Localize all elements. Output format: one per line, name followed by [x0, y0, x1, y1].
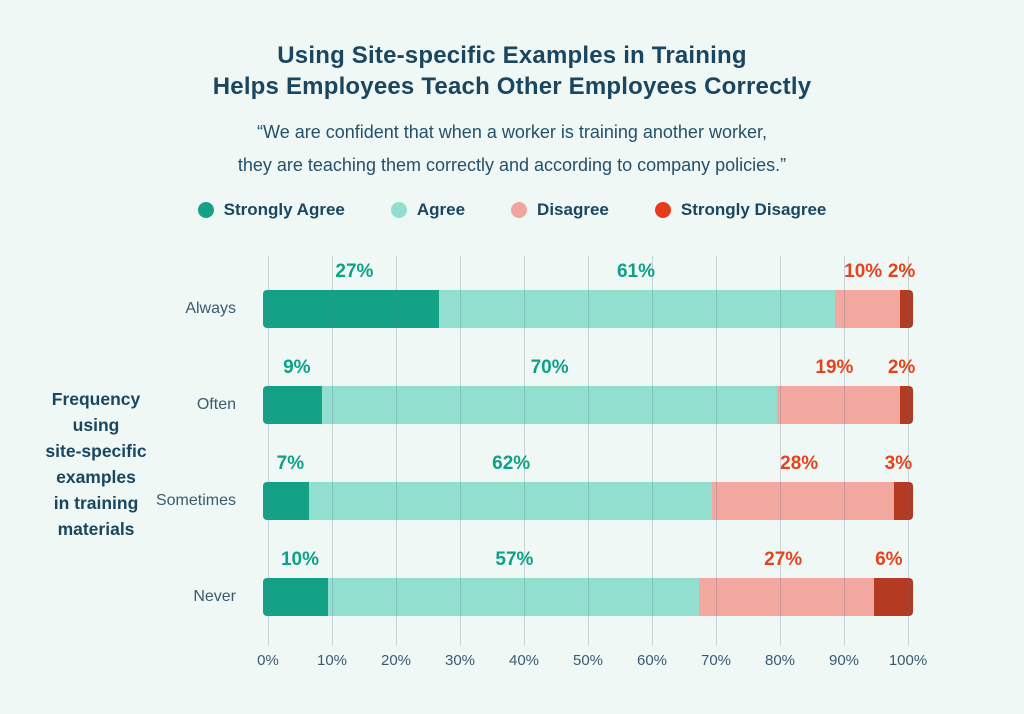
legend-item: Disagree [511, 200, 609, 220]
chart-quote: “We are confident that when a worker is … [0, 116, 1024, 182]
legend-dot-icon [654, 202, 671, 218]
legend-dot-icon [511, 202, 528, 218]
category-label: Often [196, 396, 236, 413]
legend-label: Agree [416, 200, 466, 219]
bar-segment [835, 290, 900, 328]
x-tick-label: 70% [700, 652, 732, 669]
percent-label: 10% [280, 549, 320, 570]
bar-segment [893, 482, 913, 520]
x-tick-label: 20% [380, 652, 412, 669]
bar-segment [263, 290, 439, 328]
bar-row [263, 578, 913, 616]
legend-dot-icon [197, 202, 214, 218]
percent-label: 27% [764, 549, 803, 570]
percent-label: 3% [884, 453, 913, 474]
percent-label: 19% [815, 357, 854, 378]
gridline [332, 256, 333, 646]
legend-label: Strongly Agree [223, 200, 345, 219]
x-tick-label: 0% [257, 652, 279, 669]
bar-segment [328, 578, 699, 616]
legend-dot-icon [390, 202, 407, 218]
gridline [908, 256, 909, 646]
bar-row [263, 386, 913, 424]
gridline [396, 256, 397, 646]
bar-segment [698, 578, 874, 616]
percent-label: 6% [875, 549, 903, 570]
legend-item: Strongly Disagree [654, 200, 827, 220]
percent-label: 61% [616, 261, 656, 282]
category-label: Never [193, 588, 236, 605]
bar-segment [711, 482, 894, 520]
x-tick-label: 80% [764, 652, 796, 669]
gridline [460, 256, 461, 646]
bar-row [263, 482, 913, 520]
legend-item: Agree [390, 200, 466, 220]
percent-label: 7% [276, 453, 305, 474]
gridline [652, 256, 653, 646]
y-axis-label-line: in training [53, 493, 139, 513]
bar-segment [776, 386, 900, 424]
y-axis-label-line: using [72, 415, 120, 435]
bar-segment [321, 386, 777, 424]
percent-label: 27% [335, 261, 374, 282]
bar-segment [263, 578, 328, 616]
chart-legend: Strongly Agree Agree Disagree Strongly Disa… [0, 200, 1024, 220]
chart-title: Using Site-specific Examples in Training… [0, 40, 1024, 102]
gridline [524, 256, 525, 646]
bar-segment [900, 290, 913, 328]
percent-label: 9% [283, 357, 311, 378]
bar-segment [263, 482, 309, 520]
x-tick-label: 60% [636, 652, 668, 669]
category-label: Sometimes [155, 492, 236, 509]
gridline [716, 256, 717, 646]
legend-label: Disagree [537, 200, 609, 219]
percent-label: 57% [495, 549, 534, 570]
percent-label: 2% [887, 357, 916, 378]
percent-label: 10% [844, 261, 883, 282]
x-tick-label: 30% [444, 652, 476, 669]
plot-area: 27% 61% 10% 2% 9% 70% 19% 2% 7% 62% 28% 3% 10% 57% 27%… [263, 256, 915, 646]
x-tick-label: 10% [316, 652, 348, 669]
x-axis: 0% 10% 20% 30% 40% 50% 60% 70% 80% 90% 100% [257, 652, 927, 674]
gridline [780, 256, 781, 646]
chart-quote-line2: they are teaching them correctly and acc… [237, 155, 787, 175]
chart-title-line2: Helps Employees Teach Other Employees Co… [212, 73, 812, 100]
gridline [588, 256, 589, 646]
percent-label: 62% [492, 453, 531, 474]
percent-label: 28% [780, 453, 819, 474]
chart-title-line1: Using Site-specific Examples in Training [277, 42, 747, 69]
legend-item: Strongly Agree [197, 200, 345, 220]
x-tick-label: 90% [828, 652, 860, 669]
percent-label: 2% [887, 261, 916, 282]
x-tick-label: 50% [572, 652, 604, 669]
bar-segment [900, 386, 913, 424]
category-label: Always [185, 300, 236, 317]
bar-row [263, 290, 913, 328]
y-axis-label: Frequency using site-specific examples in tr… [20, 386, 172, 542]
bar-segment [438, 290, 835, 328]
bar-segment [263, 386, 322, 424]
gridline [268, 256, 269, 646]
bar-segment [308, 482, 712, 520]
legend-label: Strongly Disagree [680, 200, 827, 219]
y-axis-label-line: materials [57, 519, 135, 539]
y-axis-label-line: Frequency [51, 389, 141, 409]
y-axis-label-line: examples [56, 467, 136, 487]
x-tick-label: 100% [888, 652, 928, 669]
gridline [844, 256, 845, 646]
bar-segment [874, 578, 913, 616]
y-axis-label-line: site-specific [45, 441, 147, 461]
chart-quote-line1: “We are confident that when a worker is … [257, 122, 767, 142]
x-tick-label: 40% [508, 652, 540, 669]
percent-label: 70% [530, 357, 569, 378]
